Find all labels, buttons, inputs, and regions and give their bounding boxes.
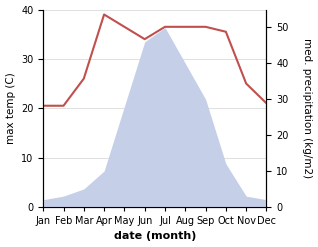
X-axis label: date (month): date (month)	[114, 231, 196, 242]
Y-axis label: max temp (C): max temp (C)	[5, 72, 16, 144]
Y-axis label: med. precipitation (kg/m2): med. precipitation (kg/m2)	[302, 38, 313, 178]
